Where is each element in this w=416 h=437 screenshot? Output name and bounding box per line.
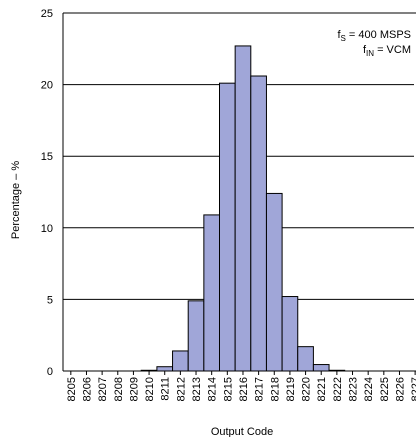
- annotation-fs-rest: = 400 MSPS: [346, 29, 411, 41]
- annotation-fin-rest: = VCM: [374, 44, 411, 56]
- y-tick-label: 5: [47, 294, 53, 306]
- bar-8217: [250, 75, 267, 372]
- bar-8211: [156, 366, 174, 372]
- x-tick-label: 8226: [394, 377, 406, 401]
- y-tick-label: 20: [41, 80, 53, 92]
- y-tick-label: 0: [47, 366, 53, 378]
- x-tick-label: 8215: [222, 377, 234, 401]
- x-tick-label: 8208: [113, 377, 125, 401]
- y-axis-label: Percentage – %: [10, 161, 22, 239]
- x-tick-label: 8214: [207, 377, 219, 401]
- bar-8212: [172, 350, 189, 372]
- x-tick-label: 8212: [175, 377, 187, 401]
- annotation-fin-main: f: [363, 44, 367, 56]
- bar-8215: [219, 82, 236, 372]
- x-tick-label: 8222: [332, 377, 344, 401]
- bar-8219: [281, 296, 299, 372]
- x-tick-label: 8216: [238, 377, 250, 401]
- x-tick-label: 8225: [379, 377, 391, 401]
- x-tick-label: 8205: [66, 377, 78, 401]
- x-tick-label: 8217: [254, 377, 266, 401]
- x-tick-label: 8224: [363, 377, 375, 401]
- x-tick-label: 8220: [301, 377, 313, 401]
- x-tick-label: 8221: [316, 377, 328, 401]
- x-tick-label: 8210: [144, 377, 156, 401]
- bar-8218: [265, 192, 283, 372]
- x-axis-label: Output Code: [211, 426, 273, 437]
- x-tick-label: 8206: [81, 377, 93, 401]
- x-tick-label: 8223: [348, 377, 360, 401]
- bar-8214: [203, 214, 221, 372]
- x-tick-label: 8207: [97, 377, 109, 401]
- x-tick-label: 8227: [410, 377, 416, 401]
- y-tick-labels: 0 5 10 15 20 25: [41, 8, 53, 378]
- x-tick-labels: 8205 8206 8207 8208 8209 8210 8211 8212 8213 8214…: [66, 371, 416, 401]
- x-tick-label: 8209: [128, 377, 140, 401]
- plot-frame: [62, 12, 416, 372]
- annotation-fin-sub: IN: [366, 49, 374, 58]
- bar-8220: [297, 346, 314, 372]
- y-tick-label: 25: [41, 8, 53, 20]
- x-tick-label: 8219: [285, 377, 297, 401]
- x-tick-label: 8213: [191, 377, 203, 401]
- y-tick-label: 15: [41, 151, 53, 163]
- bars: [140, 45, 346, 372]
- bar-8213: [187, 300, 205, 372]
- annotation-fs-sub: S: [341, 34, 346, 43]
- annotation-fs: fS = 400 MSPS: [337, 29, 411, 43]
- x-tick-label: 8218: [269, 377, 281, 401]
- annotation-fs-main: f: [337, 29, 341, 41]
- annotation-fin: fIN = VCM: [363, 44, 411, 58]
- x-tick-label: 8211: [160, 377, 172, 401]
- y-tick-label: 10: [41, 223, 53, 235]
- bar-8221: [312, 364, 330, 372]
- bar-8216: [234, 45, 252, 372]
